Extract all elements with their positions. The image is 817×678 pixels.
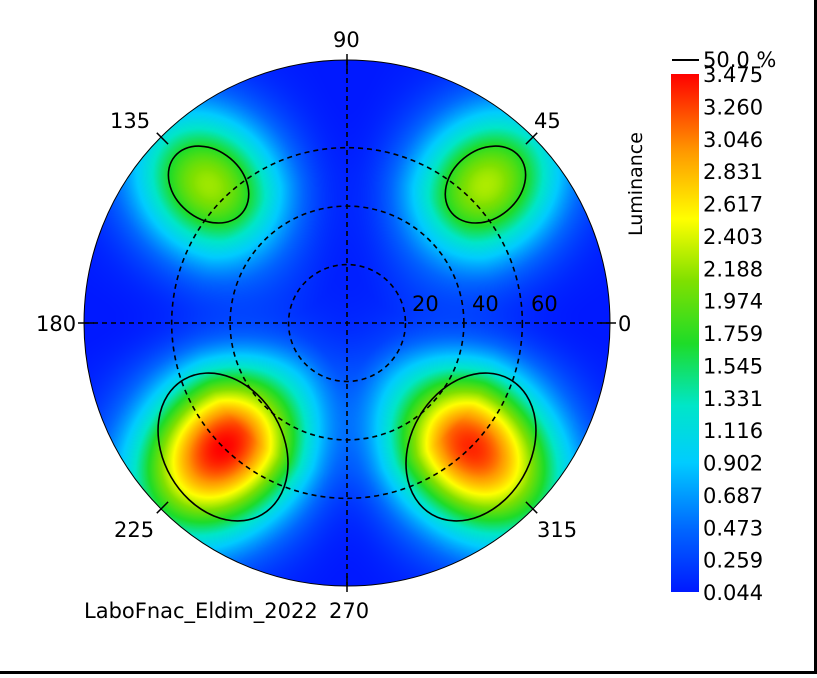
colorbar-tick-label: 2.403 [703, 225, 763, 249]
colorbar-tick-label: 3.046 [703, 128, 763, 152]
contour-lobe-225 [157, 372, 289, 522]
grid-ring-20 [287, 263, 407, 383]
contour-lobe-45 [444, 145, 527, 224]
colorbar-tick-label: 0.687 [703, 484, 763, 508]
colorbar-tick-label: 1.545 [703, 354, 763, 378]
colorbar-tick-label: 0.259 [703, 549, 763, 573]
rim-ticks [78, 54, 616, 592]
footer-label: LaboFnac_Eldim_2022 [84, 599, 318, 624]
radial-labels: 20 40 60 [412, 292, 558, 316]
angle-label-315: 315 [537, 518, 577, 542]
angle-label-135: 135 [110, 109, 150, 133]
rim-tick-225 [156, 501, 169, 514]
radial-label-20: 20 [412, 292, 439, 316]
angle-labels: 0 45 90 135 180 225 270 315 [36, 28, 631, 623]
contour-lobe-315 [405, 372, 537, 522]
angle-label-225: 225 [114, 518, 154, 542]
rim-tick-45 [525, 132, 538, 145]
angle-label-180: 180 [36, 312, 76, 336]
radial-label-40: 40 [472, 292, 499, 316]
colorbar-tick-label: 1.116 [703, 419, 763, 443]
colorbar-tick-label: 0.902 [703, 452, 763, 476]
angle-label-270: 270 [329, 599, 369, 623]
colorbar-tick-label: 2.831 [703, 160, 763, 184]
colorbar-tick-label: 3.260 [703, 95, 763, 119]
rim-tick-315 [525, 501, 538, 514]
angle-label-0: 0 [618, 312, 631, 336]
colorbar [671, 74, 699, 592]
colorbar-tick-label: 2.617 [703, 193, 763, 217]
colorbar-tick-label: 0.473 [703, 516, 763, 540]
angle-label-90: 90 [333, 28, 360, 52]
angle-label-45: 45 [534, 109, 561, 133]
fifty-percent-contours [157, 145, 537, 522]
contour-lobe-135 [167, 145, 250, 224]
colorbar-tick-label: 2.188 [703, 257, 763, 281]
grid-ring-60 [170, 146, 524, 500]
colorbar-tick-label: 1.974 [703, 290, 763, 314]
colorbar-tick-label: 1.759 [703, 322, 763, 346]
contour-key-label: 50.0 % [703, 48, 776, 72]
colorbar-tick-label: 1.331 [703, 387, 763, 411]
colorbar-tick-label: 3.475 [703, 63, 763, 87]
colorbar-title: Luminance [625, 132, 647, 236]
colorbar-ticks: 3.475 3.260 3.046 2.831 2.617 2.403 2.188 1.974… [703, 63, 763, 605]
radial-label-60: 60 [531, 292, 558, 316]
colorbar-tick-label: 0.044 [703, 581, 763, 605]
rim-tick-135 [156, 132, 169, 145]
